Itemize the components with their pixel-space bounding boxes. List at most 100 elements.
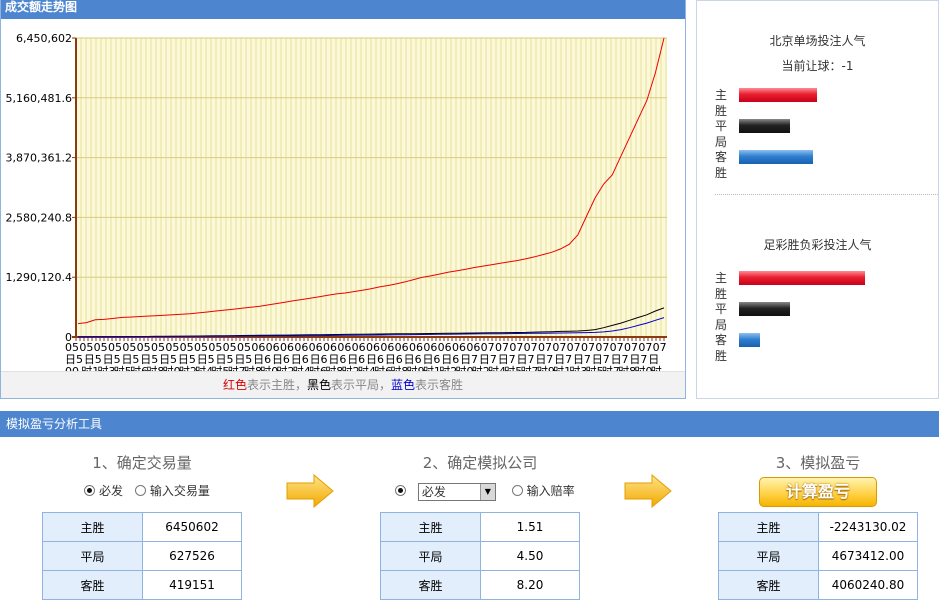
calculate-button[interactable]: 计算盈亏 bbox=[759, 477, 877, 507]
radio-bifa[interactable] bbox=[84, 485, 95, 496]
table-row: 客胜 419151 bbox=[42, 570, 242, 600]
x-tick-label: 时2 bbox=[179, 365, 197, 371]
x-tick-label: 07 bbox=[509, 341, 523, 354]
turnover-chart: 6,450,602 5,160,481.6 3,870,361.2 2,580,240… bbox=[6, 32, 667, 371]
x-tick-label: 07 bbox=[638, 341, 652, 354]
popularity-bar-away bbox=[739, 333, 760, 347]
x-tick-label: 05 bbox=[237, 341, 251, 354]
x-tick-label: 时7 bbox=[228, 365, 246, 371]
company-select[interactable]: 必发 ▼ bbox=[417, 482, 496, 501]
x-tick-label: 日7 bbox=[535, 353, 553, 366]
x-tick-label: 时0 bbox=[260, 365, 278, 371]
legend-red-label: 红色 bbox=[222, 378, 247, 392]
row-key: 客胜 bbox=[42, 570, 143, 600]
x-tick-label: 07 bbox=[624, 341, 638, 354]
row-key: 平局 bbox=[718, 541, 819, 571]
zucai-popularity-title: 足彩胜负彩投注人气 bbox=[763, 238, 872, 252]
volume-table: 主胜 6450602 平局 627526 客胜 419151 bbox=[42, 512, 242, 600]
table-row: 平局 4673412.00 bbox=[718, 541, 918, 571]
chart-legend: 红色表示主胜，黑色表示平局，蓝色表示客胜 bbox=[1, 371, 685, 398]
x-tick-label: 05 bbox=[122, 341, 136, 354]
x-tick-label: 07 bbox=[538, 341, 552, 354]
row-value: 6450602 bbox=[142, 512, 242, 542]
x-tick-label: 05 bbox=[79, 341, 93, 354]
handicap-text: 当前让球：-1 bbox=[781, 59, 854, 73]
legend-red-text: 表示主胜， bbox=[246, 378, 307, 392]
radio-bifa-label[interactable]: 必发 bbox=[99, 484, 124, 498]
x-tick-label: 时6 bbox=[374, 365, 392, 371]
x-tick-label: 05 bbox=[165, 341, 179, 354]
x-tick-label: 日6 bbox=[291, 353, 309, 366]
x-tick-label: 06 bbox=[395, 341, 409, 354]
radio-input-volume-label[interactable]: 输入交易量 bbox=[149, 484, 210, 498]
x-tick-label: 时4 bbox=[293, 365, 311, 371]
radio-input-volume[interactable] bbox=[134, 485, 146, 496]
x-tick-label: 时0 bbox=[634, 365, 652, 371]
arrow-right-icon bbox=[286, 474, 334, 508]
x-tick-label: 05 bbox=[94, 341, 108, 354]
x-tick-label: 时5 bbox=[114, 365, 132, 371]
row-key: 客胜 bbox=[380, 570, 481, 600]
x-tick-label: 时 bbox=[651, 365, 662, 371]
x-tick-label: 时2 bbox=[439, 365, 457, 371]
legend-black-text: 表示平局， bbox=[331, 378, 392, 392]
radio-company[interactable] bbox=[395, 485, 406, 496]
x-tick-label: 时2 bbox=[472, 365, 490, 371]
x-tick-label: 06 bbox=[438, 341, 452, 354]
popularity-bar-away bbox=[739, 150, 813, 164]
radio-input-odds[interactable] bbox=[511, 485, 523, 496]
x-tick-label: 06 bbox=[366, 341, 380, 354]
step2-options: 必发 ▼ 输入赔率 bbox=[395, 481, 575, 501]
arrow-right-icon bbox=[624, 474, 672, 508]
legend-blue-text: 表示客胜 bbox=[415, 378, 464, 392]
table-row: 客胜 8.20 bbox=[380, 570, 580, 600]
x-tick-label: 时7 bbox=[521, 365, 539, 371]
x-tick-label: 05 bbox=[151, 341, 165, 354]
popularity-bar-draw bbox=[739, 119, 790, 133]
radio-input-odds-label[interactable]: 输入赔率 bbox=[526, 484, 575, 498]
table-row: 主胜 6450602 bbox=[42, 512, 242, 542]
table-row: 平局 627526 bbox=[42, 541, 242, 571]
table-row: 平局 4.50 bbox=[380, 541, 580, 571]
x-tick-label: 日5 bbox=[178, 353, 196, 366]
x-tick-label: 06 bbox=[337, 341, 351, 354]
x-tick-label: 日7 bbox=[629, 353, 647, 366]
chevron-down-icon[interactable]: ▼ bbox=[479, 483, 495, 500]
x-tick-label: 日7 bbox=[592, 353, 610, 366]
popularity-bar-home bbox=[739, 271, 865, 285]
x-tick-label: 日7 bbox=[554, 353, 572, 366]
x-tick-label: 日7 bbox=[517, 353, 535, 366]
x-tick-label: 06 bbox=[452, 341, 466, 354]
x-tick-label: 时4 bbox=[195, 365, 213, 371]
x-tick-label: 06 bbox=[466, 341, 480, 354]
row-value: -2243130.02 bbox=[818, 512, 918, 542]
x-tick-label: 05 bbox=[194, 341, 208, 354]
x-tick-label: 06 bbox=[309, 341, 323, 354]
x-tick-label: 时2 bbox=[342, 365, 360, 371]
x-tick-label: 06 bbox=[380, 341, 394, 354]
chart-panel: 成交额走势图 6,450,602 5,160,481.6 3,870,361.2 2,… bbox=[0, 0, 686, 399]
table-row: 主胜 1.51 bbox=[380, 512, 580, 542]
x-tick-label: 日6 bbox=[253, 353, 271, 366]
x-tick-label: 06 bbox=[294, 341, 308, 354]
x-tick-label: 05 bbox=[137, 341, 151, 354]
x-tick-label: 时3 bbox=[98, 365, 116, 371]
beijing-popularity-title: 北京单场投注人气 bbox=[769, 34, 866, 48]
x-tick-label: 日6 bbox=[310, 353, 328, 366]
x-tick-label: 07 bbox=[581, 341, 595, 354]
x-tick-label: 时9 bbox=[407, 365, 425, 371]
chart-panel-title: 成交额走势图 bbox=[1, 0, 685, 19]
legend-black-label: 黑色 bbox=[306, 378, 331, 392]
profit-table: 主胜 -2243130.02 平局 4673412.00 客胜 4060240.80 bbox=[718, 512, 918, 600]
table-row: 主胜 -2243130.02 bbox=[718, 512, 918, 542]
step1-options: 必发 输入交易量 bbox=[84, 481, 210, 501]
x-tick-label: 日5 bbox=[65, 353, 83, 366]
popularity-panel: 北京单场投注人气 当前让球：-1 主胜 平局 客胜 足彩胜负彩投注人气 主胜 平… bbox=[696, 0, 939, 399]
x-tick-label: 日5 bbox=[159, 353, 177, 366]
x-tick-label: 06 bbox=[280, 341, 294, 354]
row-value: 627526 bbox=[142, 541, 242, 571]
x-tick-label: 时8 bbox=[390, 365, 408, 371]
row-value: 4060240.80 bbox=[818, 570, 918, 600]
x-tick-label: 时7 bbox=[602, 365, 620, 371]
x-tick-label: 05 bbox=[65, 341, 79, 354]
